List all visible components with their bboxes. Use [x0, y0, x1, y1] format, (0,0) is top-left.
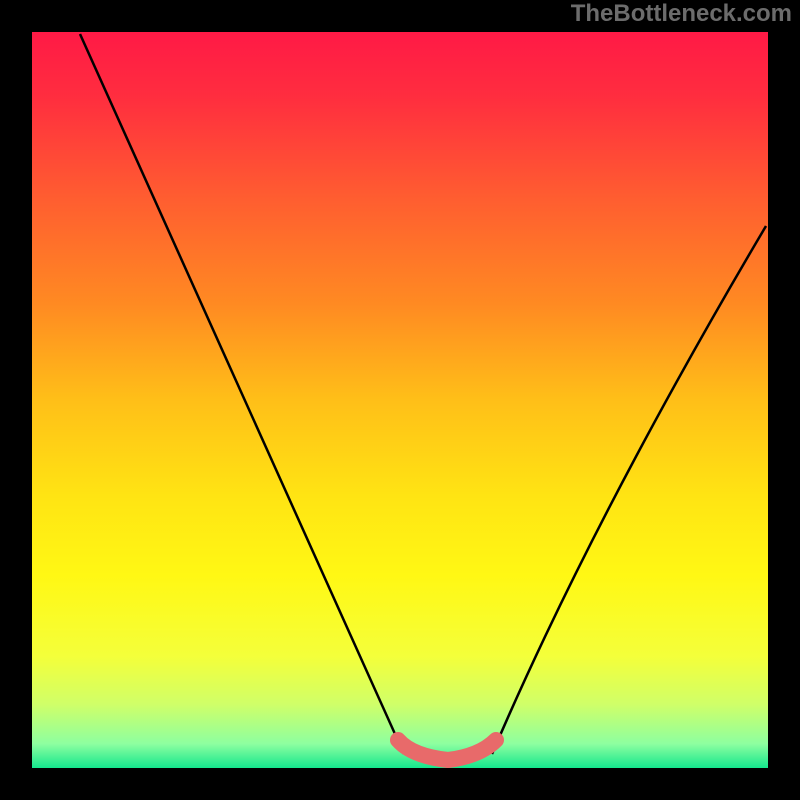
curve-right: [492, 226, 766, 754]
curve-bottom-lobe: [398, 740, 496, 760]
curve-left: [80, 34, 404, 754]
chart-curves: [0, 0, 800, 800]
watermark-label: TheBottleneck.com: [571, 0, 792, 28]
bottleneck-chart: TheBottleneck.com: [0, 0, 800, 800]
